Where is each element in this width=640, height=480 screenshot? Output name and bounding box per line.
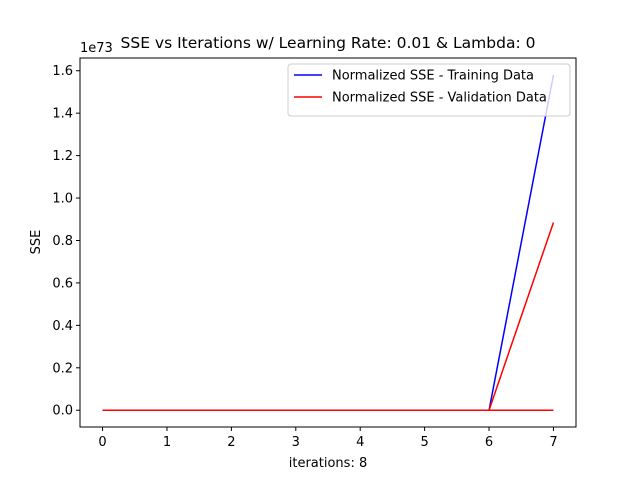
y-tick-label: 1.4 — [52, 107, 73, 122]
series-line-1 — [102, 222, 555, 411]
y-tick-label: 0.4 — [52, 319, 73, 334]
x-tick-label: 1 — [163, 435, 171, 450]
y-offset-text: 1e73 — [80, 41, 113, 56]
y-tick-label: 0.8 — [52, 234, 73, 249]
legend-label: Normalized SSE - Validation Data — [332, 91, 547, 106]
legend: Normalized SSE - Training Data Normalized… — [287, 63, 571, 117]
x-tick-label: 0 — [98, 435, 106, 450]
y-tick-label: 0.2 — [52, 361, 73, 376]
y-axis: 0.0 0.2 0.4 0.6 0.8 1.0 1.2 1.4 1.6 — [52, 64, 80, 419]
legend-label: Normalized SSE - Training Data — [332, 69, 534, 84]
y-axis-label: SSE — [29, 230, 44, 255]
legend-box — [287, 63, 571, 117]
y-tick-label: 0.6 — [52, 276, 73, 291]
x-tick-label: 5 — [420, 435, 428, 450]
y-tick-label: 1.2 — [52, 149, 73, 164]
y-tick-label: 1.6 — [52, 64, 73, 79]
chart-title: SSE vs Iterations w/ Learning Rate: 0.01… — [121, 34, 536, 52]
series-line-0 — [102, 74, 555, 411]
y-tick-label: 0.0 — [52, 404, 73, 419]
x-tick-label: 6 — [485, 435, 493, 450]
x-axis-label: iterations: 8 — [289, 456, 367, 471]
plot-frame — [79, 57, 577, 428]
x-tick-label: 7 — [549, 435, 557, 450]
x-tick-label: 2 — [227, 435, 235, 450]
series-layer — [102, 74, 555, 411]
y-tick-label: 1.0 — [52, 192, 73, 207]
x-tick-label: 4 — [356, 435, 364, 450]
x-tick-label: 3 — [292, 435, 300, 450]
x-axis: 0 1 2 3 4 5 6 7 — [98, 427, 558, 450]
